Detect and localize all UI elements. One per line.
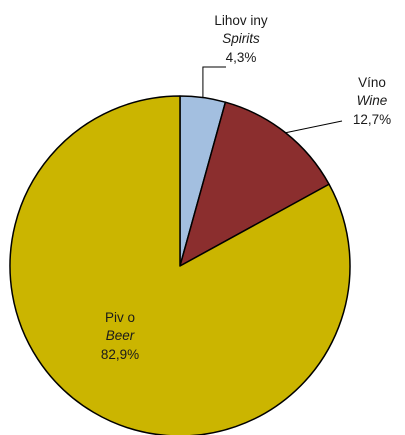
beer-value-label: 82,9% [101, 347, 139, 362]
pie-slices [9, 95, 351, 435]
spirits-label-en: Spirits [222, 31, 260, 46]
wine-label-en: Wine [357, 93, 388, 108]
beer-label-en: Beer [106, 328, 135, 343]
spirits-leader-line [202, 66, 226, 98]
leader-lines [202, 66, 343, 134]
wine-label: Víno [358, 75, 386, 90]
slice-beer [9, 95, 351, 435]
slice-wine [179, 101, 330, 267]
spirits-value-label: 4,3% [226, 50, 257, 65]
beer-label: Piv o [105, 310, 135, 325]
wine-leader-line [285, 120, 343, 134]
spirits-label: Lihov iny [214, 13, 268, 28]
wine-value-label: 12,7% [353, 112, 391, 127]
